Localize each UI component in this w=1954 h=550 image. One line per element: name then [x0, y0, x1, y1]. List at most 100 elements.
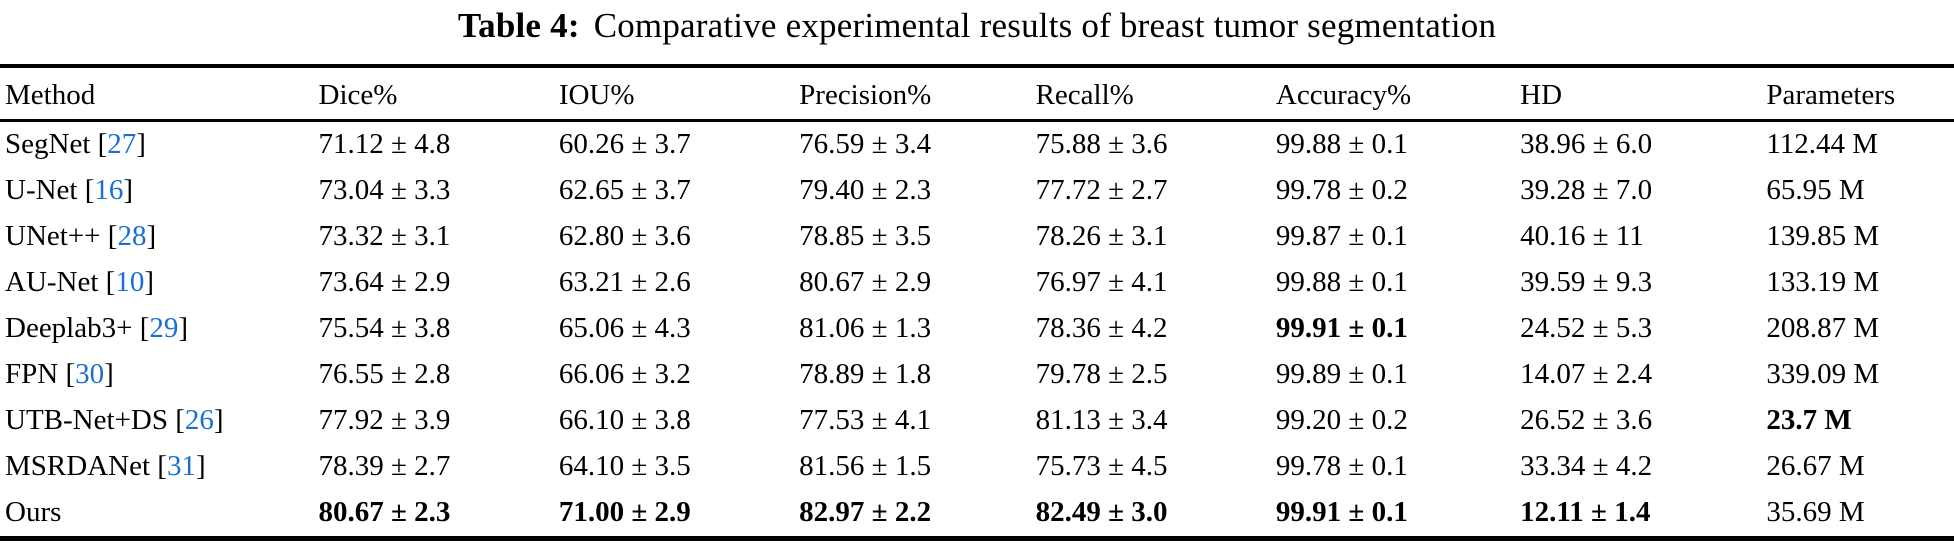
citation-link[interactable]: 30 [75, 358, 105, 390]
value-cell: 40.16 ± 11 [1520, 220, 1644, 252]
citation-link[interactable]: 10 [115, 266, 145, 298]
method-cell: Ours [0, 490, 319, 539]
method-name: MSRDANet [5, 450, 151, 482]
citation-link[interactable]: 26 [184, 404, 214, 436]
method-cell: MSRDANet [31] [0, 444, 319, 490]
citation-bracket-close: ] [123, 174, 134, 206]
value-cell: 81.56 ± 1.5 [799, 450, 932, 482]
value-cell: 60.26 ± 3.7 [558, 128, 691, 160]
table-caption-text: Comparative experimental results of brea… [593, 6, 1497, 45]
column-header: Method [5, 79, 96, 111]
table-row: Ours 80.67 ± 2.3 71.00 ± 2.9 82.97 ± 2.2 82.… [0, 490, 1954, 539]
value-cell: 79.78 ± 2.5 [1035, 358, 1168, 390]
column-header: Precision% [799, 79, 932, 111]
method-name: U-Net [5, 174, 78, 206]
value-cell: 73.64 ± 2.9 [318, 266, 451, 298]
citation-bracket-open: [ [139, 312, 150, 344]
column-header: IOU% [558, 79, 635, 111]
column-header: Recall% [1035, 79, 1134, 111]
value-cell: 77.72 ± 2.7 [1035, 174, 1168, 206]
citation-bracket-close: ] [195, 450, 206, 482]
value-cell: 24.52 ± 5.3 [1520, 312, 1653, 344]
value-cell: 71.00 ± 2.9 [558, 496, 691, 528]
value-cell: 73.32 ± 3.1 [318, 220, 451, 252]
value-cell: 77.53 ± 4.1 [799, 404, 932, 436]
value-cell: 78.89 ± 1.8 [799, 358, 932, 390]
value-cell: 26.67 M [1766, 450, 1865, 482]
value-cell: 82.97 ± 2.2 [799, 496, 932, 528]
method-cell: AU-Net [10] [0, 260, 319, 306]
column-header: Accuracy% [1275, 79, 1412, 111]
value-cell: 99.20 ± 0.2 [1275, 404, 1408, 436]
value-cell: 78.26 ± 3.1 [1035, 220, 1168, 252]
value-cell: 38.96 ± 6.0 [1520, 128, 1653, 160]
table-row: U-Net [16] 73.04 ± 3.3 62.65 ± 3.7 79.40 ± … [0, 168, 1954, 214]
citation-link[interactable]: 16 [94, 174, 124, 206]
value-cell: 78.36 ± 4.2 [1035, 312, 1168, 344]
value-cell: 73.04 ± 3.3 [318, 174, 451, 206]
method-name: Deeplab3+ [5, 312, 133, 344]
value-cell: 82.49 ± 3.0 [1035, 496, 1168, 528]
column-header: HD [1520, 79, 1563, 111]
table-header-row: Method Dice% IOU% Precision% Recall% Accuracy… [0, 66, 1954, 121]
method-cell: U-Net [16] [0, 168, 319, 214]
value-cell: 112.44 M [1766, 128, 1879, 160]
value-cell: 76.55 ± 2.8 [318, 358, 451, 390]
value-cell: 62.65 ± 3.7 [558, 174, 691, 206]
citation-bracket-open: [ [157, 450, 167, 482]
citation-bracket-open: [ [97, 128, 108, 160]
value-cell: 71.12 ± 4.8 [318, 128, 451, 160]
citation-bracket-open: [ [175, 404, 185, 436]
method-name: AU-Net [5, 266, 99, 298]
column-header: Parameters [1766, 79, 1896, 111]
value-cell: 99.88 ± 0.1 [1275, 266, 1408, 298]
citation-bracket-open: [ [65, 358, 76, 390]
value-cell: 35.69 M [1766, 496, 1865, 528]
method-name: Ours [5, 496, 62, 528]
table-caption: Table 4: Comparative experimental results… [0, 0, 1954, 46]
value-cell: 80.67 ± 2.3 [318, 496, 451, 528]
citation-bracket-close: ] [104, 358, 114, 390]
method-name: FPN [5, 358, 59, 390]
table-row: FPN [30] 76.55 ± 2.8 66.06 ± 3.2 78.89 ± 1.… [0, 352, 1954, 398]
citation-bracket-close: ] [146, 220, 157, 252]
value-cell: 75.73 ± 4.5 [1035, 450, 1168, 482]
value-cell: 99.78 ± 0.1 [1275, 450, 1408, 482]
value-cell: 65.95 M [1766, 174, 1865, 206]
citation-link[interactable]: 28 [117, 220, 147, 252]
method-cell: Deeplab3+ [29] [0, 306, 319, 352]
citation-bracket-close: ] [136, 128, 146, 160]
citation-link[interactable]: 29 [149, 312, 179, 344]
value-cell: 339.09 M [1766, 358, 1880, 390]
value-cell: 99.87 ± 0.1 [1275, 220, 1408, 252]
method-cell: UTB-Net+DS [26] [0, 398, 319, 444]
value-cell: 99.88 ± 0.1 [1275, 128, 1408, 160]
value-cell: 99.78 ± 0.2 [1275, 174, 1408, 206]
value-cell: 139.85 M [1766, 220, 1880, 252]
citation-link[interactable]: 31 [166, 450, 196, 482]
value-cell: 64.10 ± 3.5 [558, 450, 691, 482]
citation-bracket-close: ] [178, 312, 189, 344]
value-cell: 62.80 ± 3.6 [558, 220, 691, 252]
citation-bracket-open: [ [105, 266, 116, 298]
value-cell: 39.28 ± 7.0 [1520, 174, 1653, 206]
table-row: Deeplab3+ [29] 75.54 ± 3.8 65.06 ± 4.3 81.0… [0, 306, 1954, 352]
value-cell: 99.91 ± 0.1 [1275, 496, 1408, 528]
value-cell: 63.21 ± 2.6 [558, 266, 691, 298]
value-cell: 75.88 ± 3.6 [1035, 128, 1168, 160]
value-cell: 80.67 ± 2.9 [799, 266, 932, 298]
table-row: MSRDANet [31] 78.39 ± 2.7 64.10 ± 3.5 81.56… [0, 444, 1954, 490]
value-cell: 76.59 ± 3.4 [799, 128, 932, 160]
method-cell: FPN [30] [0, 352, 319, 398]
value-cell: 65.06 ± 4.3 [558, 312, 691, 344]
value-cell: 81.06 ± 1.3 [799, 312, 932, 344]
value-cell: 23.7 M [1766, 404, 1852, 436]
value-cell: 12.11 ± 1.4 [1520, 496, 1651, 528]
value-cell: 78.39 ± 2.7 [318, 450, 451, 482]
results-table: Method Dice% IOU% Precision% Recall% Accuracy… [0, 64, 1954, 541]
value-cell: 76.97 ± 4.1 [1035, 266, 1168, 298]
value-cell: 99.91 ± 0.1 [1275, 312, 1408, 344]
method-cell: UNet++ [28] [0, 214, 319, 260]
citation-link[interactable]: 27 [107, 128, 137, 160]
